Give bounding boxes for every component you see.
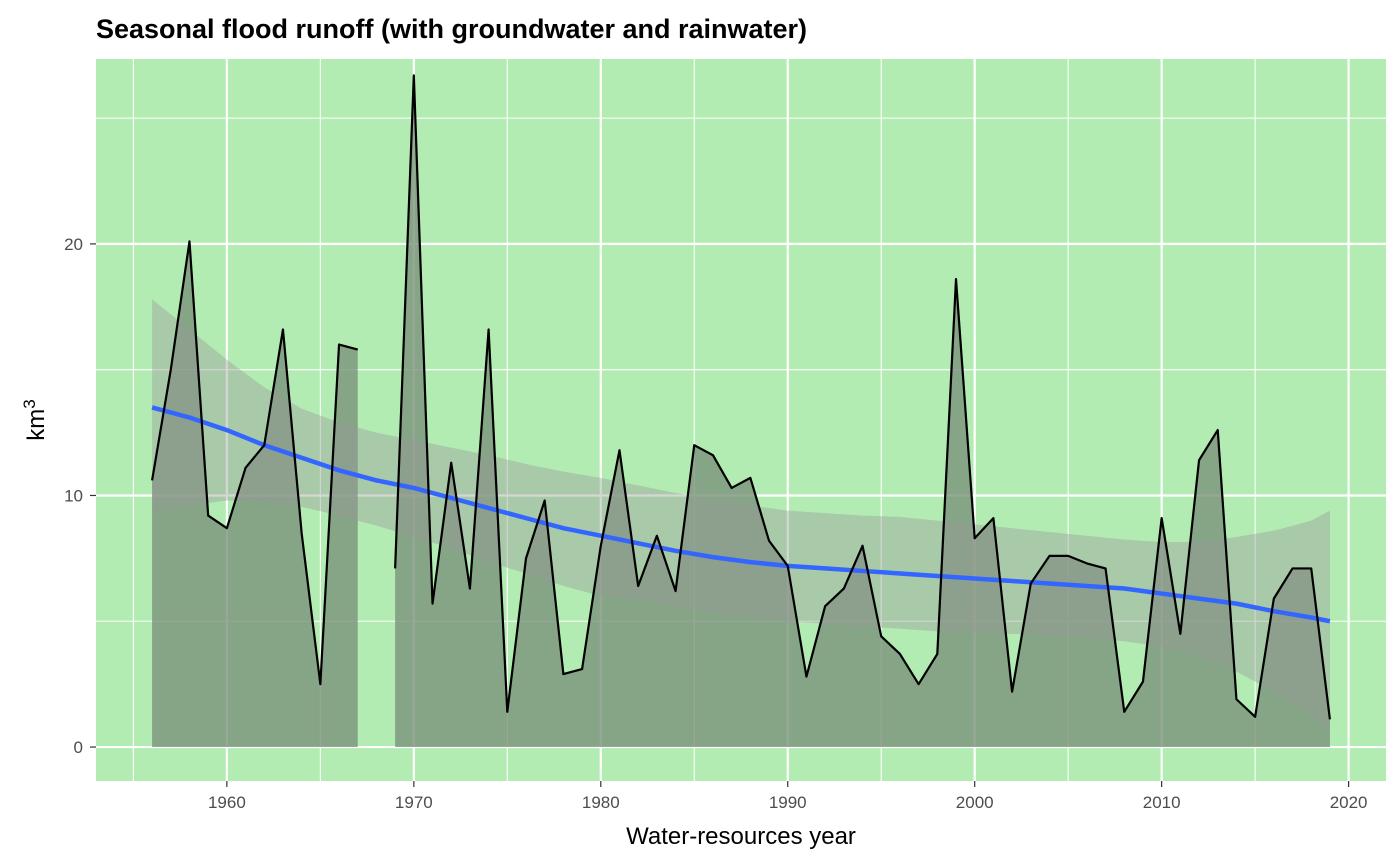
trend-line (151, 405, 1331, 624)
x-axis-title: Water-resources year (626, 823, 856, 850)
runoff-area-segment (152, 241, 358, 748)
x-tick-label: 2020 (1330, 793, 1368, 812)
x-axis: 1960 1970 1980 1990 2000 2010 2020 (208, 781, 1368, 812)
x-tick-label: 1970 (395, 793, 433, 812)
y-tick-label: 20 (64, 235, 83, 254)
x-tick-label: 1990 (769, 793, 807, 812)
y-axis-title-base: km (23, 409, 50, 441)
y-axis-title: km3 (20, 399, 51, 440)
confidence-ribbon (152, 299, 1330, 730)
y-tick-label: 10 (64, 486, 83, 505)
x-tick-label: 2000 (956, 793, 994, 812)
x-tick-label: 1980 (582, 793, 620, 812)
x-tick-label: 1960 (208, 793, 246, 812)
y-axis-title-superscript: 3 (20, 399, 39, 408)
runoff-line (151, 74, 1332, 720)
x-tick-label: 2010 (1143, 793, 1181, 812)
y-axis: 0 10 20 (64, 235, 96, 757)
chart-title: Seasonal flood runoff (with groundwater … (96, 14, 807, 44)
runoff-area (152, 75, 1330, 748)
runoff-area-segment (395, 75, 1330, 748)
y-tick-label: 0 (74, 738, 83, 757)
